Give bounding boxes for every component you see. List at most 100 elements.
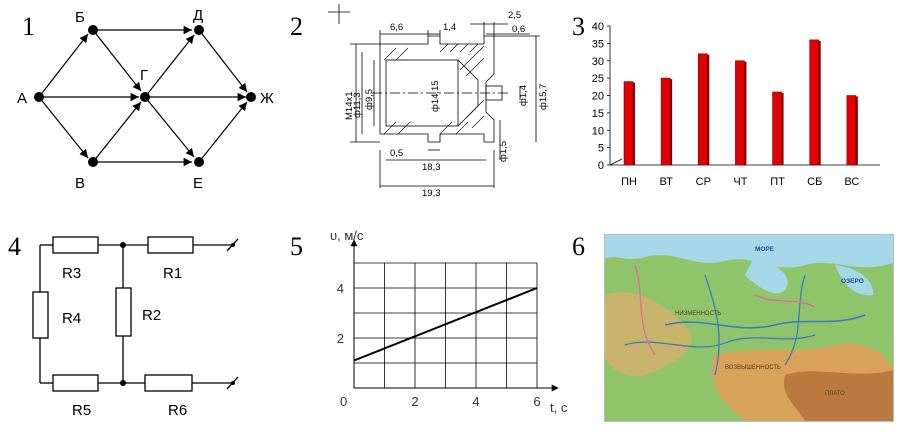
resistor-r3: [52, 236, 99, 254]
circuit-diagram: R3 R1 R4 R2 R5 R6: [32, 236, 239, 419]
dim-15-7: ф15,7: [538, 84, 549, 110]
map-label-upland: ВОЗВЫШЕННОСТЬ: [725, 365, 781, 371]
edge-b-g: [92, 29, 142, 92]
dim-6-6: 6,6: [390, 22, 403, 33]
bar-shade: [744, 61, 747, 165]
vel-ytick-label: 2: [337, 331, 344, 346]
bar-floor-edge: [609, 158, 623, 166]
label-a: А: [17, 90, 27, 107]
dim-9-5: ф9,5: [364, 89, 375, 110]
map-label-sea: МОРЕ: [755, 246, 775, 253]
bar-ytick-label: 10: [592, 125, 604, 137]
bar-ytick-label: 35: [592, 38, 604, 50]
label-r5: R5: [72, 402, 91, 419]
resistor-r5: [52, 374, 99, 392]
map-label-plateau: ПЛАТО: [825, 391, 845, 397]
vel-ylabel: υ, м/с: [330, 228, 364, 243]
bar-shade: [855, 96, 858, 165]
dim-0-5: 0,5: [390, 148, 403, 159]
bar-category-label: ПН: [621, 176, 637, 188]
vel-xtick-label: 4: [472, 394, 479, 409]
vel-xlabel: t, с: [550, 400, 568, 415]
resistor-r2: [115, 287, 132, 337]
bar-shade: [670, 79, 673, 165]
dim-1-4r: ф1,4: [518, 85, 529, 106]
bar-ytick-label: 20: [592, 91, 604, 103]
dim-1-5: ф1,5: [498, 141, 509, 162]
vel-ytick-label: 4: [337, 281, 344, 296]
map-label-lowland: НИЗМЕННОСТЬ: [675, 311, 721, 317]
bar: [697, 53, 708, 166]
dim-m14: M14x1: [344, 91, 355, 120]
edge-g-d: [144, 34, 195, 98]
edge-g-e: [144, 96, 195, 158]
bar-shade: [633, 82, 635, 165]
bar-category-label: ПТ: [770, 176, 785, 188]
bar-shade: [781, 93, 784, 165]
bar: [809, 39, 820, 166]
bar: [846, 95, 857, 166]
panel-number-4: 4: [8, 232, 21, 261]
bar: [623, 81, 634, 166]
edge-v-g: [92, 101, 142, 163]
label-d: Д: [193, 7, 203, 24]
node-v: [88, 157, 98, 167]
edge-a-b: [38, 33, 89, 98]
vel-xtick-label: 6: [533, 394, 540, 409]
bar-category-label: СБ: [807, 176, 822, 188]
panel-number-1: 1: [22, 12, 35, 41]
node-g: [140, 92, 150, 102]
edge-d-zh: [198, 29, 248, 93]
node-a: [34, 92, 44, 102]
label-zh: Ж: [260, 90, 274, 107]
node-zh: [246, 92, 256, 102]
directed-graph: А Б В Г Д Е Ж: [17, 7, 274, 192]
velocity-graph: 2 4 6 2 4 υ, м/с t, с 0: [330, 228, 568, 415]
dim-14-15: ф14,15: [430, 80, 441, 112]
label-r2: R2: [142, 307, 161, 324]
label-r3: R3: [62, 265, 81, 282]
vel-xtick-label: 2: [411, 394, 418, 409]
part-outline: [379, 35, 495, 143]
bar-category-label: ЧТ: [733, 176, 747, 188]
bar: [772, 91, 782, 166]
label-r6: R6: [168, 402, 187, 419]
technical-drawing: 6,6 1,4 2,5 0,6 M14x1 ф11,3 ф9,5 ф14,15 …: [328, 4, 549, 199]
edge-a-v: [38, 96, 89, 159]
panel-number-5: 5: [290, 232, 303, 261]
panel-number-2: 2: [290, 12, 303, 41]
panel-number-6: 6: [572, 232, 585, 261]
dim-11-3: ф11,3: [352, 92, 363, 118]
node-e: [194, 157, 204, 167]
bar-ytick-label: 40: [592, 21, 604, 33]
dim-0-6: 0,6: [512, 24, 525, 35]
resistor-r6: [144, 374, 193, 392]
resistor-r1: [147, 236, 194, 254]
label-r1: R1: [163, 265, 182, 282]
dim-19-3: 19,3: [422, 188, 441, 199]
bar-category-label: ВС: [844, 176, 859, 188]
bar-ytick-label: 5: [598, 143, 604, 155]
node-b: [88, 25, 98, 35]
dim-18-3: 18,3: [422, 162, 441, 173]
bar-chart: 0 5 10 15 20 25 30 35 40 ПН ВТ СР ЧТ ПТ СБ ВС: [592, 21, 880, 188]
bar-shade: [707, 54, 710, 165]
bar: [660, 77, 671, 166]
vel-origin: 0: [340, 394, 347, 409]
map-label-lake: ОЗЕРО: [841, 278, 864, 285]
label-r4: R4: [62, 310, 81, 327]
panel-number-3: 3: [572, 12, 585, 41]
bar-ytick-label: 0: [598, 160, 604, 172]
label-g: Г: [140, 67, 148, 84]
dim-1-4: 1,4: [443, 22, 456, 33]
bar-ytick-label: 25: [592, 73, 604, 85]
dim-2-5: 2,5: [508, 10, 521, 21]
physical-map: МОРЕ ОЗЕРО НИЗМЕННОСТЬ ВОЗВЫШЕННОСТЬ ПЛА…: [604, 234, 894, 422]
bar-category-label: СР: [696, 176, 711, 188]
label-b: Б: [75, 9, 85, 26]
edge-e-zh: [198, 101, 248, 163]
bar-category-label: ВТ: [659, 176, 673, 188]
label-v: В: [75, 175, 85, 192]
bar-ytick-label: 15: [592, 108, 604, 120]
bar-ytick-label: 30: [592, 56, 604, 68]
